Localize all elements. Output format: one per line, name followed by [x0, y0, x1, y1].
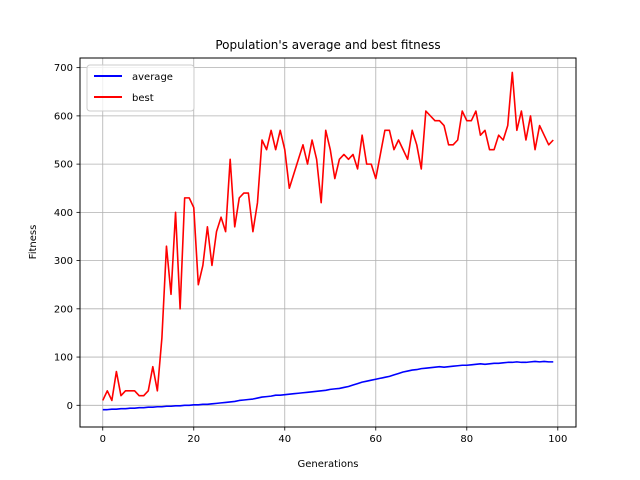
x-axis-label: Generations	[298, 459, 359, 470]
y-tick-label: 100	[54, 353, 73, 364]
x-tick-label: 20	[187, 434, 200, 445]
y-tick-label: 300	[54, 256, 73, 267]
y-tick-label: 0	[67, 401, 73, 412]
legend-label-best: best	[132, 93, 154, 104]
x-tick-label: 80	[460, 434, 473, 445]
y-tick-label: 400	[54, 208, 73, 219]
y-tick-label: 500	[54, 160, 73, 171]
y-tick-label: 200	[54, 304, 73, 315]
y-tick-label: 600	[54, 111, 73, 122]
x-tick-label: 60	[369, 434, 382, 445]
axis-ticks: 0 20 40 60 80 100 0 100 200 300 400 500 600 700	[54, 63, 567, 445]
x-tick-label: 0	[100, 434, 106, 445]
series-line-average	[102, 360, 554, 411]
y-tick-label: 700	[54, 63, 73, 74]
chart-title: Population's average and best fitness	[215, 38, 440, 52]
x-tick-label: 40	[278, 434, 291, 445]
x-tick-label: 100	[548, 434, 567, 445]
y-axis-label: Fitness	[28, 225, 39, 260]
series-line-best	[102, 71, 554, 402]
legend-label-average: average	[132, 72, 173, 83]
series-lines	[102, 71, 554, 411]
legend: average best	[86, 64, 195, 112]
plot-frame	[79, 57, 577, 428]
